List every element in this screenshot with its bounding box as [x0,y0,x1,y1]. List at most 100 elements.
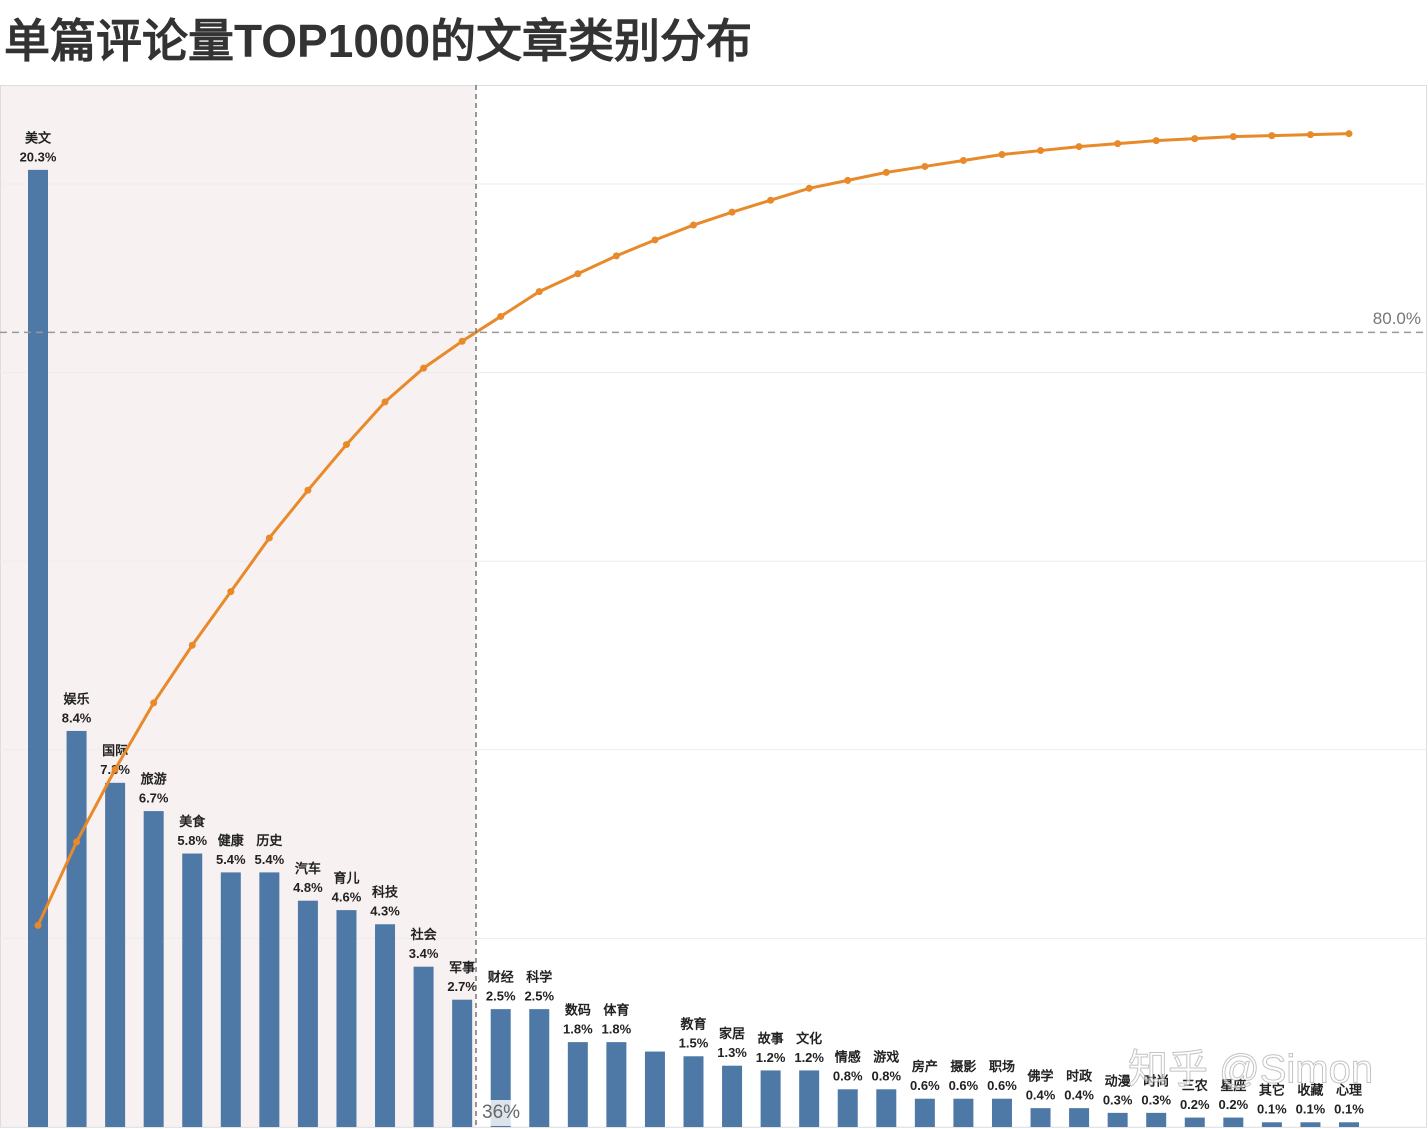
cumulative-point [690,221,697,229]
category-label: 社会 [410,927,438,942]
cumulative-point [304,486,312,494]
value-label: 0.1% [1257,1102,1287,1117]
value-label: 6.7% [139,791,169,806]
cumulative-point [1191,135,1199,143]
cumulative-point [265,534,273,542]
category-label: 时尚 [1143,1073,1169,1088]
category-label: 历史 [256,833,283,848]
value-label: 0.2% [1219,1097,1249,1112]
value-label: 2.5% [524,989,554,1004]
value-label: 5.4% [216,852,246,867]
value-label: 1.2% [756,1050,786,1065]
bar [722,1065,743,1127]
bar [760,1070,781,1127]
cumulative-point [844,176,852,184]
cumulative-point [111,765,119,773]
category-label: 文化 [796,1031,822,1046]
cumulative-point [882,168,890,176]
category-label: 娱乐 [64,691,90,706]
cumulative-point [458,337,466,345]
cumulative-point [805,184,813,192]
value-label: 0.4% [1064,1088,1094,1103]
category-label: 游戏 [873,1050,899,1065]
bar [683,1056,704,1127]
bar [991,1098,1012,1127]
bar [1261,1122,1282,1127]
category-label: 教育 [679,1017,706,1032]
value-label: 1.5% [679,1036,709,1051]
bar [1030,1108,1051,1127]
cumulative-point [227,588,235,596]
category-label: 科学 [526,970,552,985]
cumulative-point [535,288,543,296]
cumulative-point [73,838,81,846]
bar [413,966,434,1127]
bar [644,1051,665,1127]
bar [66,730,87,1127]
bar [297,900,318,1127]
category-label: 其它 [1259,1083,1285,1098]
value-label: 0.6% [949,1078,979,1093]
value-label: 0.6% [987,1078,1017,1093]
category-label: 科技 [372,885,399,900]
category-label: 三农 [1182,1078,1208,1093]
cumulative-point [1114,140,1122,148]
category-label: 摄影 [950,1059,976,1074]
category-label: 国际 [102,743,128,758]
bar [28,169,48,1127]
value-label: 5.4% [255,852,285,867]
value-label: 0.2% [1180,1097,1210,1112]
category-label: 旅游 [141,772,167,787]
bar [143,811,164,1127]
cumulative-point [381,398,389,406]
cumulative-point [728,208,736,216]
category-label: 房产 [912,1059,938,1074]
bar [1300,1122,1321,1127]
watermark: 知乎 @Simon [1128,1048,1373,1092]
category-label: 故事 [758,1031,784,1046]
bar [452,999,473,1127]
value-label: 0.8% [833,1069,863,1084]
cumulative-point [1268,132,1276,140]
value-label: 5.8% [177,833,207,848]
cumulative-point [574,270,582,278]
category-label: 星座 [1220,1078,1246,1093]
bar [1223,1117,1244,1127]
cumulative-point [1037,147,1045,155]
share-label-bg [479,1100,524,1126]
bar [1069,1108,1090,1127]
category-label: 心理 [1336,1083,1362,1098]
bar [837,1089,858,1127]
value-label: 1.8% [563,1022,593,1037]
category-label: 财经 [488,970,514,985]
cumulative-point [1345,130,1353,138]
cumulative-point [497,312,505,320]
value-label: 4.6% [332,890,362,905]
cumulative-point [34,921,42,929]
cumulative-point [1152,137,1160,145]
category-label: 职场 [989,1059,1015,1074]
cumulative-point [612,252,620,260]
bar [490,1009,511,1127]
value-label: 1.3% [717,1045,747,1060]
category-label: 健康 [218,833,245,848]
category-label: 情感 [835,1050,861,1065]
cumulative-point [998,151,1006,159]
cumulative-point [420,364,428,372]
bar [529,1009,550,1127]
bar [799,1070,820,1127]
bar [953,1098,974,1127]
cumulative-point [342,441,350,449]
bar [105,782,126,1127]
bar [220,872,241,1127]
cumulative-point [150,699,158,707]
value-label: 0.3% [1103,1092,1133,1107]
cumulative-point [767,196,775,204]
category-label: 体育 [603,1003,629,1018]
bar [1107,1112,1128,1127]
category-label: 收藏 [1297,1083,1323,1098]
category-label: 佛学 [1027,1069,1054,1084]
category-label: 育儿 [333,871,359,886]
value-label: 0.1% [1334,1102,1364,1117]
value-label: 1.2% [794,1050,824,1065]
